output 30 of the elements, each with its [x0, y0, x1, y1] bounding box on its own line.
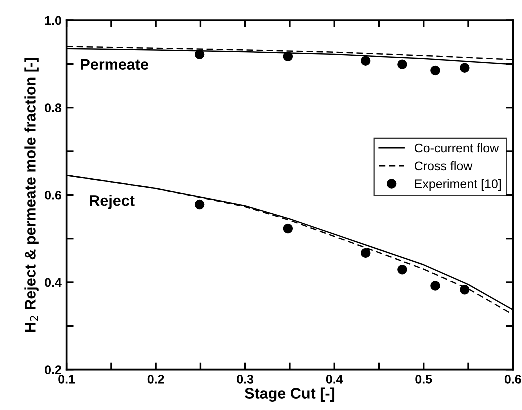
y-tick-label: 0.6	[45, 190, 62, 200]
y-tick-label: 0.4	[45, 278, 62, 288]
legend-label: Cross flow	[414, 161, 473, 171]
legend-label: Co-current flow	[414, 143, 500, 153]
point	[460, 63, 470, 73]
y-tick-label: 0.8	[45, 104, 62, 112]
legend-label: Experiment [10]	[415, 179, 501, 191]
x-tick-label: 0.4	[326, 375, 344, 384]
point	[460, 285, 470, 295]
x-tick-label: 0.2	[148, 375, 164, 384]
annotation: Reject	[90, 195, 135, 210]
point	[283, 224, 294, 234]
point	[360, 56, 371, 66]
x-axis-title: Stage Cut [-]	[245, 388, 335, 402]
point	[430, 281, 440, 291]
x-tick-label: 0.6	[504, 375, 522, 384]
x-tick-label: 0.1	[58, 375, 76, 384]
y-tick-label: 1.0	[45, 16, 62, 26]
point	[283, 52, 294, 62]
annotation: Permeate	[81, 59, 148, 70]
x-tick-label: 0.3	[237, 375, 254, 384]
point	[194, 50, 205, 60]
y-tick-label: 0.2	[45, 366, 62, 374]
y-axis-title: H$_{2}$ Reject & permeate mole fraction [-]	[24, 58, 39, 332]
point	[194, 200, 205, 210]
point	[360, 248, 371, 258]
x-tick-label: 0.5	[416, 375, 432, 384]
point	[430, 66, 440, 76]
point	[398, 264, 408, 275]
point	[398, 60, 408, 70]
